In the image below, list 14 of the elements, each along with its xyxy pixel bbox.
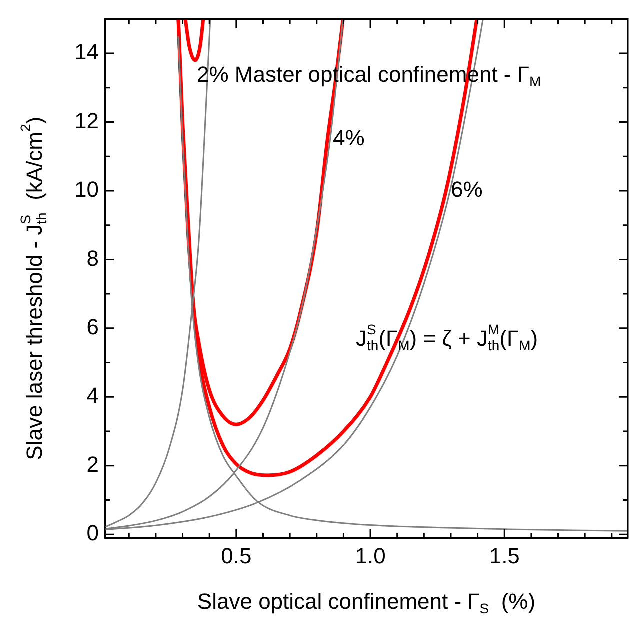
y-tick-label: 8 bbox=[86, 246, 99, 271]
y-tick-label: 10 bbox=[74, 177, 99, 202]
y-tick-label: 6 bbox=[86, 314, 99, 340]
x-tick-label: 1.5 bbox=[489, 543, 520, 568]
annotation: 6% bbox=[450, 177, 483, 202]
y-tick-label: 14 bbox=[74, 40, 99, 65]
x-tick-label: 0.5 bbox=[221, 543, 252, 568]
y-axis-title: Slave laser threshold - JSth (kA/cm2) bbox=[18, 116, 50, 460]
x-tick-label: 1.0 bbox=[355, 543, 386, 568]
annotation: 4% bbox=[332, 126, 365, 151]
y-tick-label: 4 bbox=[86, 383, 99, 408]
y-tick-label: 0 bbox=[86, 520, 99, 546]
y-tick-label: 12 bbox=[74, 108, 99, 134]
y-tick-label: 2 bbox=[86, 452, 99, 477]
